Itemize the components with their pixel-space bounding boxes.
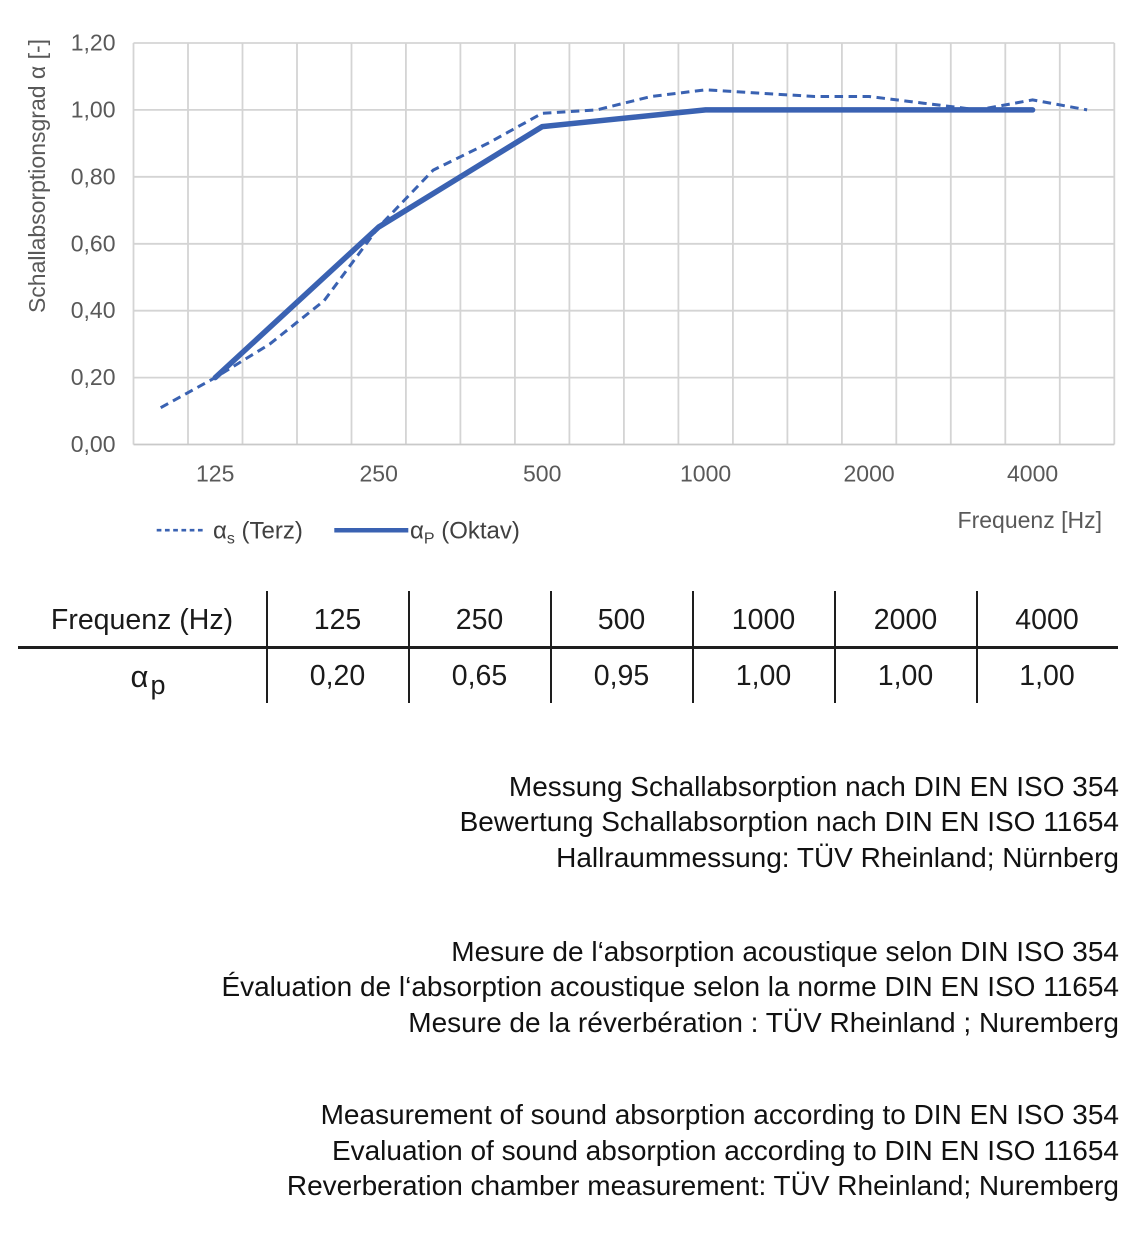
svg-text:0,60: 0,60	[71, 230, 116, 256]
svg-text:0,80: 0,80	[71, 163, 116, 189]
svg-text:Frequenz [Hz]: Frequenz [Hz]	[958, 507, 1102, 533]
svg-text:4000: 4000	[1007, 461, 1058, 487]
svg-text:αs (Terz): αs (Terz)	[213, 518, 303, 548]
svg-text:1,20: 1,20	[71, 30, 116, 56]
svg-text:0,00: 0,00	[71, 431, 116, 457]
svg-text:0,20: 0,20	[71, 364, 116, 390]
svg-text:125: 125	[196, 461, 234, 487]
svg-text:1000: 1000	[680, 461, 731, 487]
svg-text:2000: 2000	[844, 461, 895, 487]
svg-text:αP (Oktav): αP (Oktav)	[410, 518, 520, 548]
svg-text:250: 250	[360, 461, 398, 487]
svg-text:1,00: 1,00	[71, 96, 116, 122]
svg-text:500: 500	[523, 461, 561, 487]
svg-text:Schallabsorptionsgrad α [-]: Schallabsorptionsgrad α [-]	[24, 39, 50, 313]
svg-text:0,40: 0,40	[71, 297, 116, 323]
